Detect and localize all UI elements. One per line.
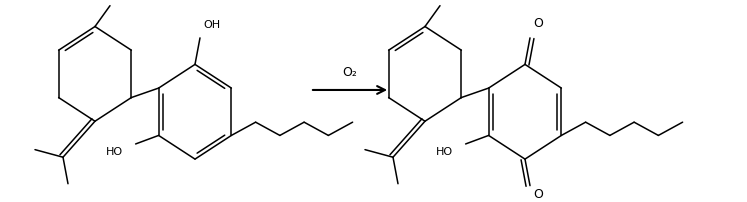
Text: HO: HO bbox=[105, 146, 123, 157]
Text: O: O bbox=[533, 188, 543, 201]
Text: O₂: O₂ bbox=[343, 66, 357, 79]
Text: OH: OH bbox=[203, 20, 220, 30]
Text: HO: HO bbox=[436, 146, 453, 157]
Text: O: O bbox=[533, 17, 543, 30]
